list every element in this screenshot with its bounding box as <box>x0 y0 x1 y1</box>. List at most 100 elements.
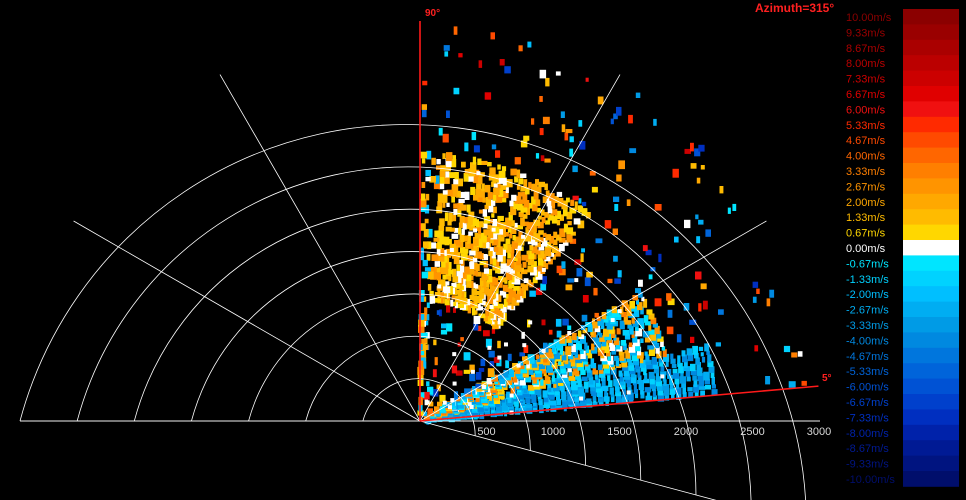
velocity-cell <box>505 184 509 193</box>
velocity-cell <box>617 270 622 278</box>
velocity-cell <box>452 155 456 160</box>
velocity-cell <box>581 201 587 207</box>
velocity-cell <box>596 316 601 322</box>
velocity-cell <box>597 397 604 403</box>
velocity-cell <box>422 259 428 267</box>
velocity-cell <box>559 384 565 391</box>
velocity-cell <box>442 400 447 405</box>
velocity-cell <box>646 364 654 370</box>
velocity-cell <box>600 355 608 362</box>
velocity-cell <box>544 247 552 257</box>
velocity-cell <box>666 293 672 301</box>
velocity-cell <box>538 244 545 251</box>
velocity-cell <box>599 367 604 374</box>
velocity-cell <box>437 193 443 203</box>
velocity-cell <box>694 148 701 157</box>
velocity-cell <box>560 111 565 118</box>
velocity-cell <box>783 345 791 353</box>
velocity-cell <box>551 246 558 253</box>
velocity-cell <box>533 219 541 226</box>
velocity-cell <box>516 225 523 230</box>
velocity-cell <box>657 393 665 402</box>
velocity-cell <box>453 307 456 313</box>
velocity-cell <box>478 209 483 214</box>
velocity-cell <box>453 203 460 209</box>
velocity-cell <box>553 339 561 346</box>
velocity-cell <box>556 234 562 241</box>
velocity-cell <box>576 377 582 383</box>
velocity-cell <box>592 334 598 341</box>
velocity-cell <box>707 354 712 363</box>
velocity-cell <box>797 351 803 357</box>
velocity-cell <box>620 340 627 346</box>
velocity-cell <box>687 353 694 362</box>
velocity-cell <box>619 373 624 382</box>
velocity-cell <box>491 286 498 292</box>
velocity-cell <box>448 275 452 282</box>
velocity-cell <box>486 236 491 243</box>
velocity-cell <box>572 332 577 341</box>
velocity-cell <box>443 249 447 256</box>
velocity-cell <box>519 352 525 357</box>
velocity-cell <box>567 331 572 336</box>
velocity-cell <box>658 356 662 363</box>
velocity-cell <box>497 253 503 262</box>
velocity-cell <box>461 253 468 261</box>
velocity-cell <box>572 165 578 173</box>
velocity-cell <box>497 215 504 221</box>
velocity-cell <box>544 220 551 225</box>
velocity-cell <box>629 326 634 335</box>
velocity-cell <box>652 361 659 369</box>
velocity-cell <box>637 380 644 385</box>
range-tick-label: 1500 <box>607 426 631 438</box>
velocity-cell <box>472 307 476 316</box>
velocity-cell <box>538 181 545 188</box>
velocity-cell <box>458 239 464 248</box>
velocity-cell <box>420 356 426 362</box>
velocity-cell <box>601 338 607 347</box>
velocity-cell <box>419 392 425 398</box>
velocity-cell <box>520 283 525 288</box>
legend-label: -2.00m/s <box>846 289 889 301</box>
velocity-cell <box>425 314 430 321</box>
velocity-cell <box>626 390 631 395</box>
legend-swatch <box>903 209 959 225</box>
angle-label-5: 5° <box>822 373 832 384</box>
velocity-cell <box>667 369 672 376</box>
velocity-cell <box>486 275 493 283</box>
velocity-cell <box>446 110 450 118</box>
velocity-cell <box>433 237 440 242</box>
velocity-cell <box>698 378 705 387</box>
velocity-cell <box>624 304 630 311</box>
velocity-cell <box>683 359 688 368</box>
velocity-cell <box>646 309 653 315</box>
velocity-cell <box>696 236 701 244</box>
velocity-cell <box>469 294 475 300</box>
velocity-cell <box>525 187 530 195</box>
legend-label: 3.33m/s <box>846 166 886 178</box>
velocity-cell <box>635 288 641 293</box>
legend-swatch <box>903 86 959 102</box>
velocity-cell <box>446 323 453 332</box>
velocity-cell <box>574 399 580 406</box>
velocity-cell <box>483 330 490 337</box>
velocity-cell <box>537 257 544 266</box>
velocity-cell <box>508 368 514 375</box>
velocity-cell <box>565 129 573 134</box>
velocity-cell <box>439 248 445 257</box>
velocity-cell <box>507 353 512 362</box>
velocity-cell <box>605 399 609 406</box>
velocity-cell <box>613 309 620 318</box>
velocity-cell <box>594 312 599 318</box>
velocity-cell <box>581 325 586 330</box>
velocity-cell <box>574 403 581 408</box>
velocity-cell <box>531 183 538 192</box>
velocity-cell <box>473 228 478 233</box>
velocity-cell <box>537 215 542 220</box>
velocity-cell <box>447 262 452 270</box>
legend-swatch <box>903 424 959 441</box>
range-tick-label: 3000 <box>807 426 831 438</box>
velocity-cell <box>530 223 537 233</box>
velocity-cell <box>420 253 425 261</box>
